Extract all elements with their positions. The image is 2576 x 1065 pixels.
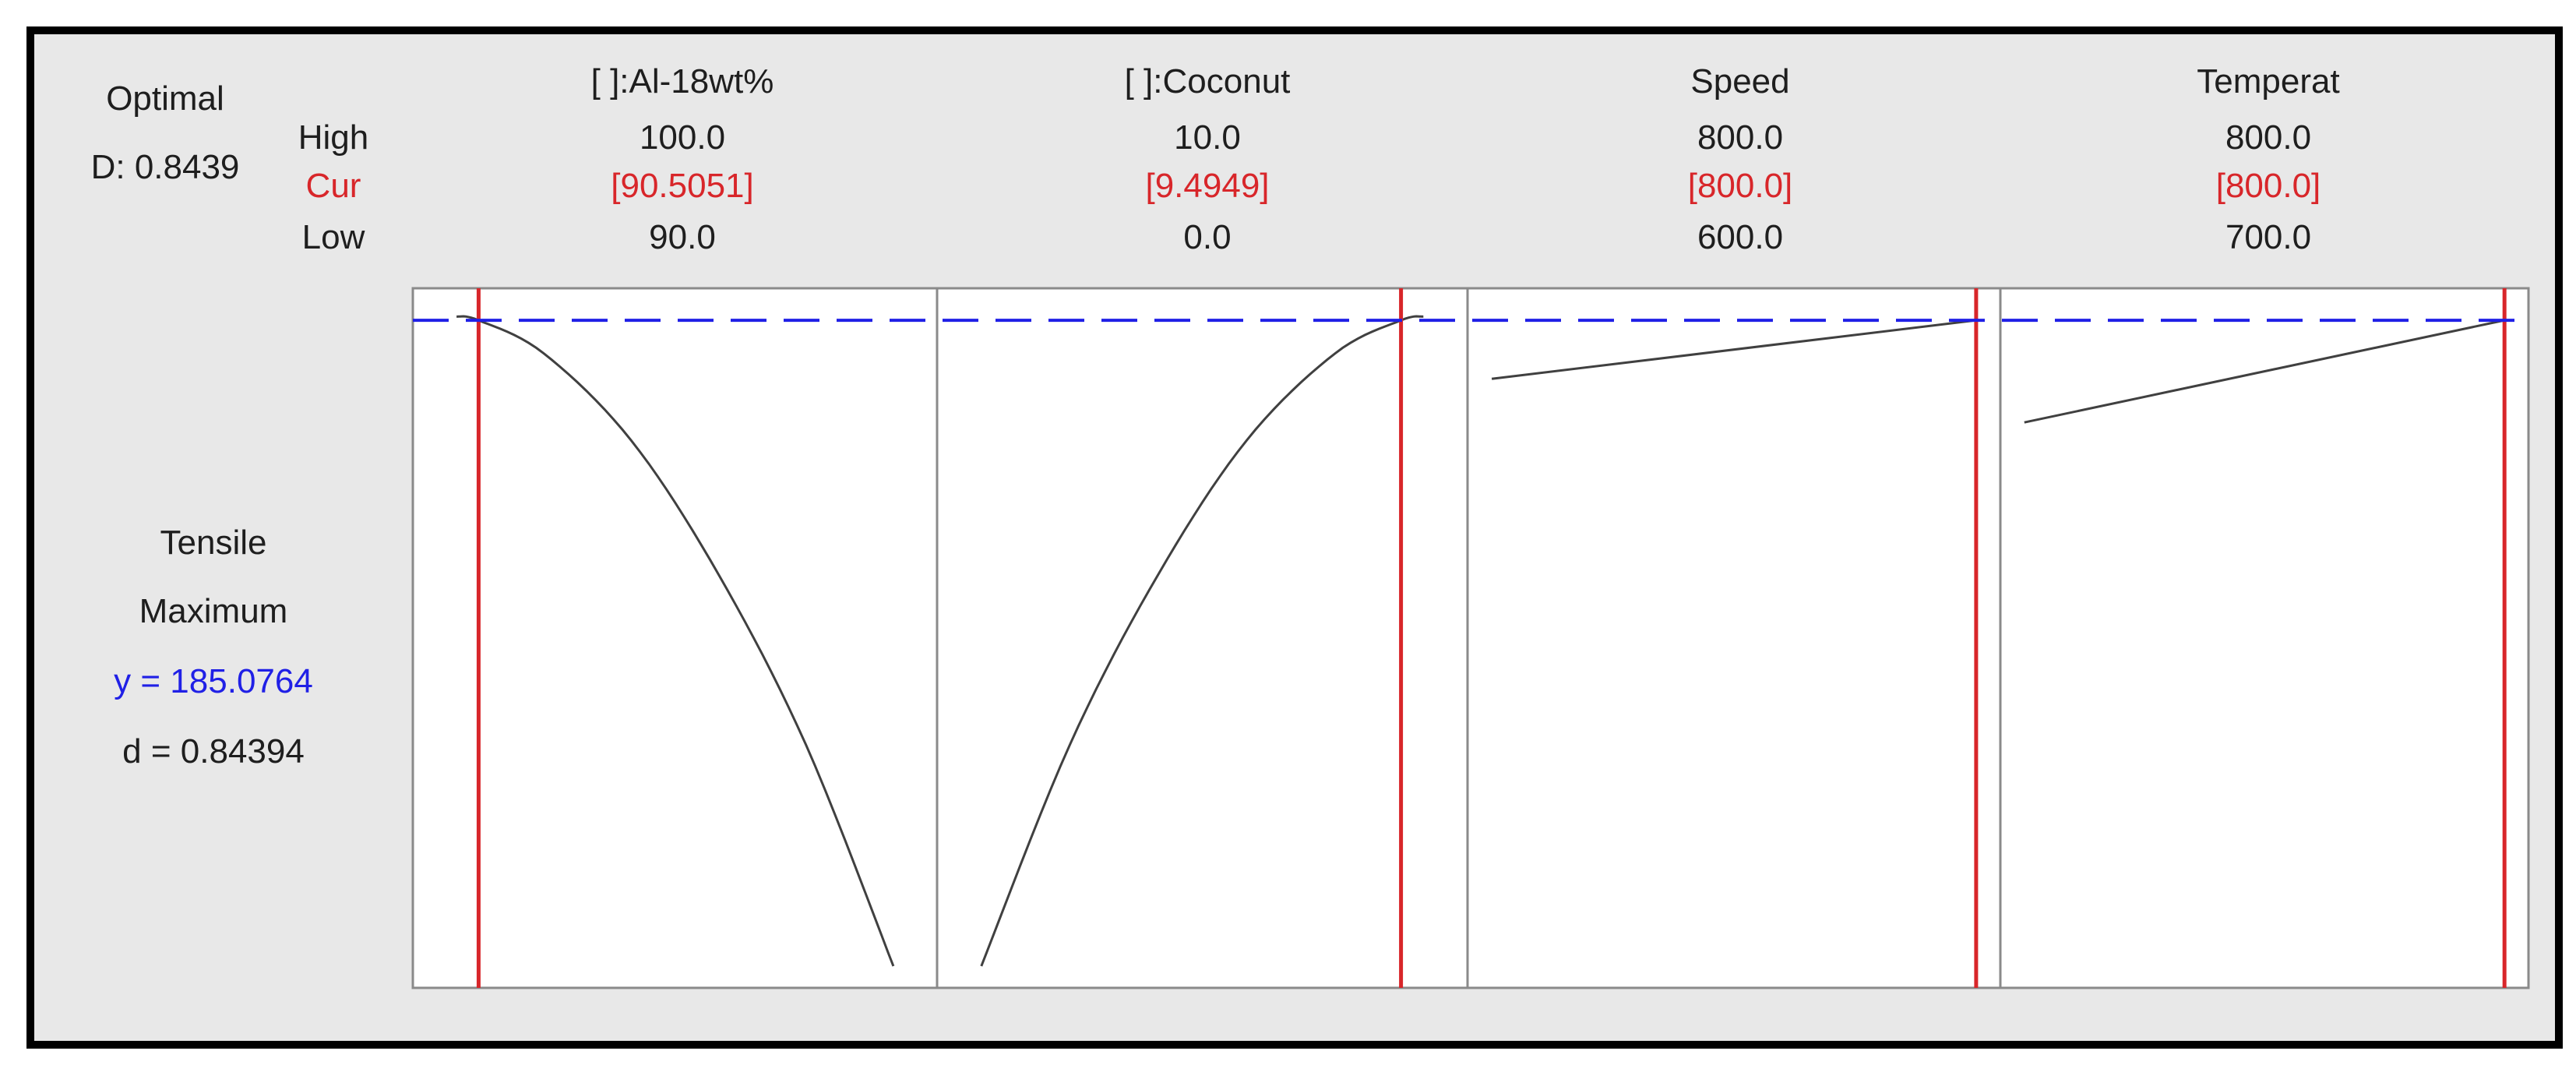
row-label-high: High bbox=[298, 118, 369, 157]
factor-name-temperature: Temperat bbox=[2197, 62, 2340, 101]
factor-name-coconut: [ ]:Coconut bbox=[1124, 62, 1291, 101]
factor-name-speed: Speed bbox=[1690, 62, 1790, 101]
factor-high-coconut: 10.0 bbox=[1174, 118, 1241, 157]
factor-cur-speed: [800.0] bbox=[1687, 167, 1793, 205]
factor-cur-al: [90.5051] bbox=[611, 167, 754, 205]
panel-temperature bbox=[1999, 287, 2530, 989]
response-name: Tensile bbox=[160, 524, 267, 562]
response-predicted-y: y = 185.0764 bbox=[114, 662, 313, 700]
factor-low-speed: 600.0 bbox=[1697, 218, 1784, 256]
composite-desirability: D: 0.8439 bbox=[90, 148, 240, 186]
response-curve-speed bbox=[1491, 319, 1977, 380]
factor-cur-coconut: [9.4949] bbox=[1145, 167, 1270, 205]
factor-low-temperature: 700.0 bbox=[2225, 218, 2312, 256]
factor-cur-temperature: [800.0] bbox=[2215, 167, 2321, 205]
factor-high-al: 100.0 bbox=[639, 118, 726, 157]
response-goal: Maximum bbox=[139, 592, 288, 630]
factor-high-speed: 800.0 bbox=[1697, 118, 1784, 157]
panel-al bbox=[411, 287, 939, 989]
row-label-low: Low bbox=[301, 218, 365, 256]
panel-speed bbox=[1466, 287, 2002, 989]
factor-high-temperature: 800.0 bbox=[2225, 118, 2312, 157]
panel-coconut bbox=[936, 287, 1469, 989]
factor-name-al: [ ]:Al-18wt% bbox=[590, 62, 774, 101]
factor-low-al: 90.0 bbox=[649, 218, 716, 256]
factor-low-coconut: 0.0 bbox=[1183, 218, 1232, 256]
row-label-cur: Cur bbox=[305, 167, 361, 205]
optimal-label: Optimal bbox=[106, 79, 224, 118]
response-curve-temperature bbox=[2024, 319, 2505, 424]
response-desirability: d = 0.84394 bbox=[122, 732, 305, 771]
